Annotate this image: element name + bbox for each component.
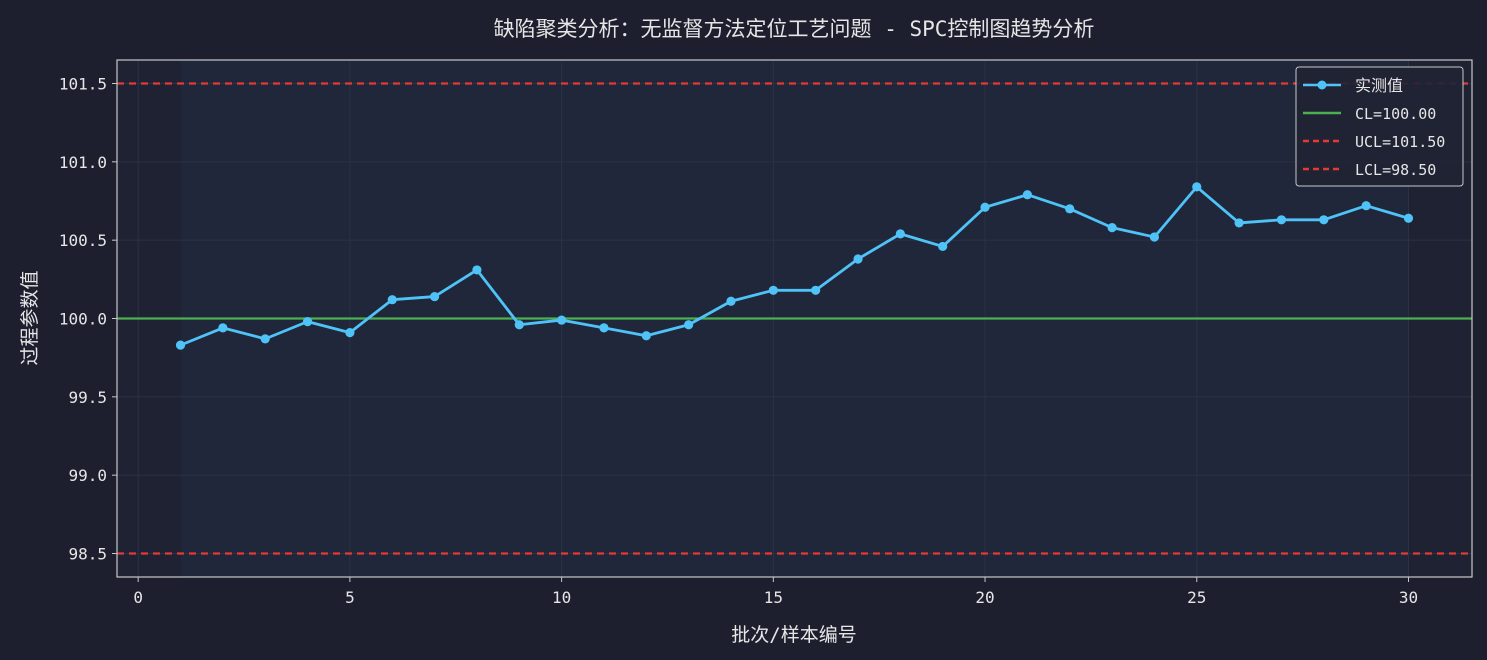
legend-label-ucl: UCL=101.50 [1355, 133, 1445, 151]
legend-box [1295, 66, 1464, 187]
tick-layer: 0 5 10 15 20 25 30 98.5 99.0 99.5 100.0 100.5 101.0 1… [59, 75, 1418, 608]
y-tick-label: 99.5 [68, 388, 107, 407]
legend-label-lcl: LCL=98.50 [1355, 161, 1436, 179]
y-tick-label: 100.0 [59, 310, 107, 329]
data-point [599, 323, 609, 333]
x-tick-label: 25 [1187, 588, 1206, 607]
data-point [1319, 215, 1329, 225]
data-point [514, 320, 524, 330]
x-tick-label: 0 [133, 588, 143, 607]
data-point [768, 285, 778, 295]
data-point [938, 241, 948, 252]
data-point [853, 254, 863, 264]
legend-marker-series-dot [1317, 80, 1327, 90]
legend-label-series: 实测值 [1355, 76, 1403, 95]
data-point [302, 317, 313, 327]
data-point [1192, 182, 1202, 192]
data-point [1065, 204, 1075, 214]
data-point [387, 295, 397, 305]
data-point [472, 265, 482, 275]
y-tick-label: 98.5 [68, 545, 107, 564]
data-point [345, 328, 355, 338]
data-point [980, 202, 990, 212]
data-point [175, 340, 186, 350]
data-point [726, 296, 736, 306]
data-point [218, 323, 228, 333]
data-point [1234, 218, 1244, 228]
data-point [1022, 190, 1032, 200]
y-tick-label: 101.0 [59, 153, 107, 172]
data-point [1361, 201, 1371, 211]
x-tick-label: 15 [764, 588, 783, 607]
x-tick-label: 30 [1399, 588, 1418, 607]
data-point [1149, 232, 1160, 242]
reference-lines [117, 82, 1472, 555]
data-point [557, 315, 567, 325]
data-point [260, 334, 270, 344]
data-point [1403, 213, 1414, 223]
x-tick-label: 5 [345, 588, 355, 607]
data-point [429, 291, 440, 302]
data-point [895, 229, 905, 239]
series-line [179, 185, 1409, 347]
y-tick-label: 101.5 [59, 75, 107, 94]
y-axis-label: 过程参数值 [19, 270, 41, 365]
series-layer [175, 182, 1414, 350]
data-point [811, 285, 821, 295]
data-point [684, 320, 694, 330]
data-point [641, 331, 651, 341]
chart-title: 缺陷聚类分析：无监督方法定位工艺问题 - SPC控制图趋势分析 [494, 17, 1095, 41]
x-tick-label: 10 [552, 588, 571, 607]
data-point [1107, 223, 1117, 233]
legend: 实测值 CL=100.00 UCL=101.50 LCL=98.50 [1295, 66, 1464, 187]
data-point [1276, 215, 1287, 225]
y-tick-label: 100.5 [59, 231, 107, 250]
y-tick-label: 99.0 [68, 466, 107, 485]
x-axis-label: 批次/样本编号 [731, 624, 856, 646]
x-tick-label: 20 [975, 588, 994, 607]
legend-label-cl: CL=100.00 [1355, 105, 1436, 123]
